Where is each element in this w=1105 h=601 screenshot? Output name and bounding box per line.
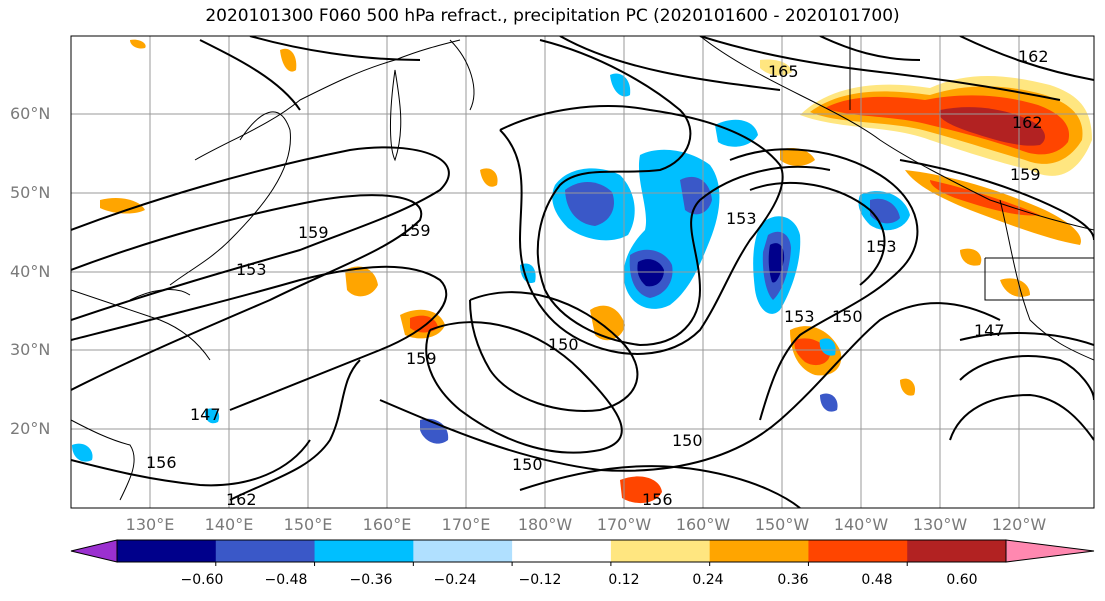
contour-label: 159 xyxy=(1010,165,1041,184)
lon-label: 160°W xyxy=(675,515,731,534)
colorbar-tick-label: −0.24 xyxy=(433,572,477,588)
map-title: 2020101300 F060 500 hPa refract., precip… xyxy=(205,6,900,26)
lat-label: 50°N xyxy=(10,183,51,202)
contour-label: 153 xyxy=(726,209,757,228)
colorbar-tick-label: 0.60 xyxy=(946,572,978,588)
contour-label: 162 xyxy=(1012,113,1043,132)
contour-label: 153 xyxy=(236,260,267,279)
colorbar-segment xyxy=(512,540,612,562)
contour-label: 159 xyxy=(298,223,329,242)
colorbar-tick-label: −0.36 xyxy=(349,572,393,588)
lon-label: 170°E xyxy=(441,515,491,534)
lat-label: 60°N xyxy=(10,104,51,123)
colorbar-segment xyxy=(117,540,217,562)
coastlines xyxy=(71,36,1094,501)
colorbar-extend-min xyxy=(70,539,118,563)
colorbar-segment xyxy=(907,540,1007,562)
colorbar-segment xyxy=(413,540,513,562)
colorbar-tick-label: 0.48 xyxy=(861,572,893,588)
colorbar-segment xyxy=(314,540,414,562)
colorbar-tick-label: 0.36 xyxy=(777,572,809,588)
contour-label: 153 xyxy=(784,307,815,326)
colorbar-tick-label: −0.48 xyxy=(264,572,308,588)
lon-label: 160°E xyxy=(362,515,412,534)
colorbar-segment xyxy=(610,540,711,562)
lon-label: 120°W xyxy=(991,515,1047,534)
colorbar xyxy=(70,539,1095,566)
contour-label: 156 xyxy=(642,490,673,509)
lon-label: 150°E xyxy=(283,515,333,534)
contour-label: 159 xyxy=(400,221,431,240)
contour-label: 147 xyxy=(974,321,1005,340)
contour-label: 159 xyxy=(406,349,437,368)
contour-label: 150 xyxy=(672,431,703,450)
contour-label: 147 xyxy=(190,405,221,424)
lon-label: 130°E xyxy=(125,515,175,534)
lat-label: 30°N xyxy=(10,340,51,359)
colorbar-extend-max xyxy=(1005,539,1095,563)
contour-label: 162 xyxy=(226,490,257,509)
contour-label: 150 xyxy=(832,307,863,326)
colorbar-segment xyxy=(215,540,316,562)
lon-label: 140°E xyxy=(204,515,254,534)
colorbar-tick-label: 0.12 xyxy=(608,572,640,588)
colorbar-tick-label: −0.60 xyxy=(180,572,224,588)
contours xyxy=(71,36,1094,508)
contour-label: 150 xyxy=(512,455,543,474)
contour-label: 162 xyxy=(1018,47,1049,66)
colorbar-segment xyxy=(808,540,908,562)
lon-label: 140°W xyxy=(833,515,889,534)
colorbar-tick-label: −0.12 xyxy=(518,572,562,588)
colorbar-segment xyxy=(709,540,809,562)
lon-label: 180°W xyxy=(517,515,573,534)
map-frame xyxy=(70,35,1095,509)
lon-label: 150°W xyxy=(754,515,810,534)
colorbar-frame xyxy=(116,539,1007,563)
colorbar-tick-label: 0.24 xyxy=(692,572,724,588)
contour-label: 156 xyxy=(146,453,177,472)
lat-label: 40°N xyxy=(10,262,51,281)
contour-label: 153 xyxy=(866,237,897,256)
contour-label: 165 xyxy=(768,62,799,81)
lon-label: 130°W xyxy=(912,515,968,534)
contour-label-group: 165 162 162 159 159 159 153 153 153 153 … xyxy=(146,47,1049,509)
precip-negative-areas xyxy=(72,73,910,462)
lon-label: 170°W xyxy=(596,515,652,534)
contour-label: 150 xyxy=(548,335,579,354)
lat-label: 20°N xyxy=(10,419,51,438)
